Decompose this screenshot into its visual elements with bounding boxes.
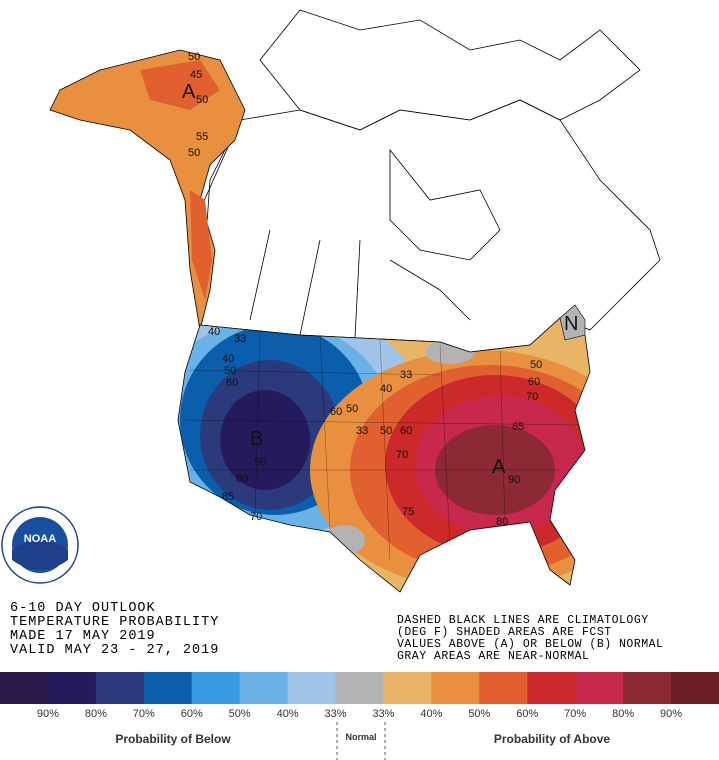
anomaly-marker: A [182, 81, 196, 103]
legend-label: 50% [468, 708, 490, 720]
contour-label: 60 [528, 376, 540, 388]
legend-label: 90% [37, 708, 59, 720]
header-line: TEMPERATURE PROBABILITY [10, 615, 219, 630]
contour-label: 50 [380, 425, 392, 437]
contour-label: 90 [508, 474, 520, 486]
state-lines [184, 329, 581, 561]
noaa-logo: NOAA [1, 506, 79, 584]
legend-swatch [335, 672, 384, 704]
contour-label: 60 [226, 377, 238, 389]
legend-label: 40% [277, 708, 299, 720]
legend-swatch [287, 672, 337, 704]
legend-label: 70% [564, 708, 586, 720]
legend-label: 50% [229, 708, 251, 720]
below-title: Probability of Below [115, 732, 231, 746]
note-line: DASHED BLACK LINES ARE CLIMATOLOGY [397, 614, 649, 627]
contour-label: 33 [400, 369, 412, 381]
legend-label: 60% [181, 708, 203, 720]
contour-label: 40 [222, 353, 234, 365]
contour-label: 70 [396, 449, 408, 461]
contour-label: 70 [250, 511, 262, 523]
header-line: 6-10 DAY OUTLOOK [10, 601, 156, 616]
contour-label: 50 [346, 403, 358, 415]
legend-label: 60% [516, 708, 538, 720]
header-bg [4, 597, 284, 657]
contour-label: 85 [222, 491, 234, 503]
legend-swatch [623, 672, 672, 704]
contour-label: 60 [400, 425, 412, 437]
legend-swatch [431, 672, 480, 704]
alaska-core [140, 60, 220, 110]
logo-text: NOAA [24, 533, 56, 545]
legend-swatch [479, 672, 528, 704]
base-map [199, 9, 661, 353]
contour-label: 50 [530, 359, 542, 371]
contour-label: 80 [496, 516, 508, 528]
contour-label: 50 [196, 94, 208, 106]
normal-title: Normal [345, 732, 376, 742]
legend-swatch [671, 672, 719, 704]
legend: 90% 80% 70% 60% 50% 40% 33% 33% 40% 50% 60% 70% 80% 9… [0, 672, 719, 720]
header-line: MADE 17 MAY 2019 [10, 629, 156, 644]
legend-label: 33% [325, 708, 347, 720]
contour-label: 90 [254, 456, 266, 468]
note-line: VALUES ABOVE (A) OR BELOW (B) NORMAL [397, 638, 663, 651]
alaska-coast [190, 190, 212, 300]
contour-label: 33 [356, 425, 368, 437]
legend-label: 33% [372, 708, 394, 720]
legend-swatch [383, 672, 432, 704]
contour-label: 50 [224, 365, 236, 377]
us-outline [177, 317, 591, 593]
legend-label: 40% [420, 708, 442, 720]
contour-label: 50 [188, 147, 200, 159]
maine-gray [559, 304, 586, 341]
legend-swatch [143, 672, 193, 704]
note-line: (DEG F) SHADED AREAS ARE FCST [397, 626, 612, 639]
contour-label: 40 [380, 383, 392, 395]
legend-label: 80% [85, 708, 107, 720]
anomaly-marker: A [492, 456, 506, 478]
conus-regions [178, 318, 590, 592]
contour-label: 33 [234, 333, 246, 345]
contour-label: 45 [190, 69, 202, 81]
map-labels: 50 45 A 50 55 50 40 33 40 50 60 B 80 90 … [182, 51, 578, 528]
legend-swatch [95, 672, 145, 704]
legend-label: 70% [133, 708, 155, 720]
legend-label: 80% [612, 708, 634, 720]
legend-swatch [239, 672, 289, 704]
legend-swatch [0, 672, 49, 704]
legend-swatch [47, 672, 97, 704]
contour-label: 75 [402, 506, 414, 518]
anomaly-marker: N [564, 313, 578, 335]
legend-swatch [575, 672, 624, 704]
legend-swatch [191, 672, 241, 704]
contour-label: 70 [526, 391, 538, 403]
above-title: Probability of Above [494, 732, 611, 746]
contour-label: 65 [512, 421, 524, 433]
notes-text: DASHED BLACK LINES ARE CLIMATOLOGY(DEG F… [397, 614, 663, 663]
contour-label: 40 [208, 326, 220, 338]
legend-swatch [527, 672, 576, 704]
note-line: GRAY AREAS ARE NEAR-NORMAL [397, 650, 589, 663]
anomaly-marker: B [250, 428, 263, 450]
legend-label: 90% [660, 708, 682, 720]
contour-label: 60 [330, 406, 342, 418]
contour-label: 50 [188, 51, 200, 63]
header-line: VALID MAY 23 - 27, 2019 [10, 643, 219, 658]
contour-label: 55 [196, 131, 208, 143]
contour-label: 80 [236, 473, 248, 485]
